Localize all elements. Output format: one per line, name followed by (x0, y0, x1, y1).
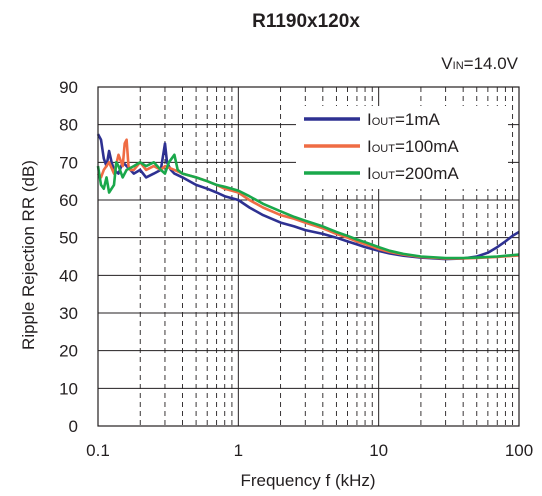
legend-label-1: IOUT=1mA (367, 110, 441, 129)
series-line-3 (96, 153, 520, 260)
legend-label-2: IOUT=100mA (367, 137, 459, 156)
series-lines (96, 133, 520, 261)
condition-rest: =14.0V (464, 54, 519, 73)
y-axis-label: Ripple Rejection RR (dB) (19, 160, 38, 350)
x-tick-label: 10 (369, 441, 388, 460)
y-tick-label: 70 (59, 153, 78, 172)
tick-labels: 0.1 1 10 100 0 10 20 30 40 50 60 70 80 90 (59, 78, 533, 460)
y-tick-label: 10 (59, 379, 78, 398)
y-tick-label: 20 (59, 342, 78, 361)
condition-sub: IN (453, 60, 464, 72)
y-tick-label: 0 (69, 417, 78, 436)
y-tick-label: 50 (59, 229, 78, 248)
y-tick-label: 60 (59, 191, 78, 210)
y-tick-label: 80 (59, 116, 78, 135)
legend-label-3: IOUT=200mA (367, 164, 459, 183)
chart-title: R1190x120x (252, 11, 360, 32)
y-tick-label: 40 (59, 266, 78, 285)
plot-frame (97, 86, 520, 427)
x-tick-label: 0.1 (86, 441, 110, 460)
y-tick-label: 90 (59, 78, 78, 97)
x-tick-label: 1 (234, 441, 243, 460)
y-tick-label: 30 (59, 304, 78, 323)
x-tick-label: 100 (505, 441, 533, 460)
condition-main: V (441, 54, 453, 73)
input-voltage-condition: VIN=14.0V (441, 54, 518, 73)
x-axis-label: Frequency f (kHz) (240, 471, 375, 490)
legend: IOUT=1mA IOUT=100mA IOUT=200mA (296, 106, 508, 189)
